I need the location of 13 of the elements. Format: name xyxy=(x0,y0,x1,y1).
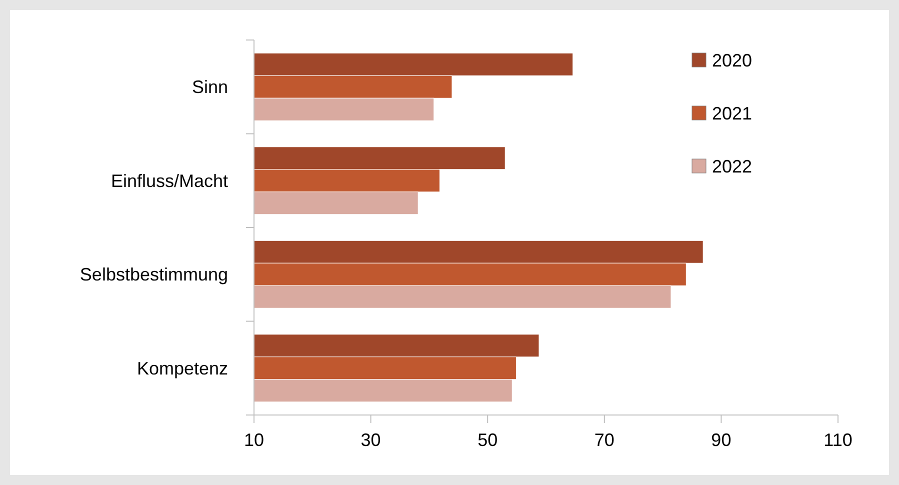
x-tick-label: 110 xyxy=(824,430,852,450)
x-tick-label: 10 xyxy=(244,430,264,450)
y-tick-label: Einfluss/Macht xyxy=(110,170,228,191)
x-tick-label: 30 xyxy=(360,430,381,450)
x-tick-label: 70 xyxy=(594,430,614,450)
y-tick-label: Selbstbestimmung xyxy=(80,264,228,285)
x-tick-label: 50 xyxy=(478,430,498,450)
y-tick-label: Kompetenz xyxy=(136,358,228,378)
legend-label: 2021 xyxy=(712,103,752,124)
x-tick-label: 90 xyxy=(711,430,732,450)
legend-label: 2022 xyxy=(712,156,752,176)
y-tick-label: Sinn xyxy=(192,77,228,98)
legend-label: 2020 xyxy=(712,50,752,70)
